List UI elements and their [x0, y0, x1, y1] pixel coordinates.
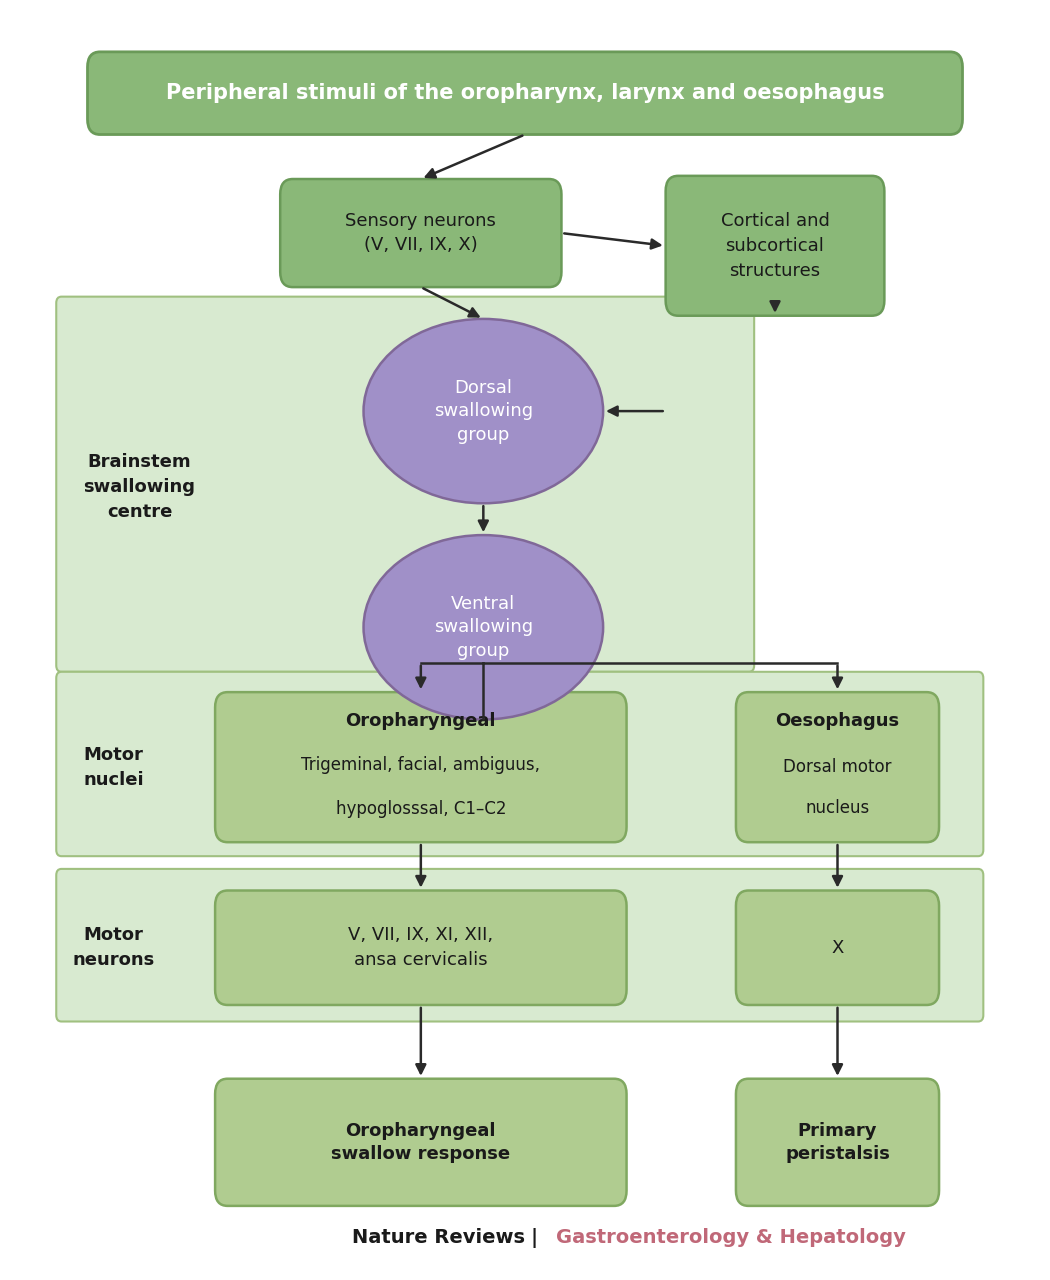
FancyBboxPatch shape	[215, 891, 627, 1005]
Text: Motor
nuclei: Motor nuclei	[83, 746, 144, 788]
Text: Dorsal
swallowing
group: Dorsal swallowing group	[434, 379, 533, 444]
Text: Oropharyngeal
swallow response: Oropharyngeal swallow response	[331, 1121, 510, 1164]
FancyBboxPatch shape	[57, 672, 984, 856]
FancyBboxPatch shape	[215, 1079, 627, 1206]
Text: Cortical and
subcortical
structures: Cortical and subcortical structures	[720, 211, 830, 280]
FancyBboxPatch shape	[736, 692, 939, 842]
FancyBboxPatch shape	[215, 692, 627, 842]
Text: Sensory neurons
(V, VII, IX, X): Sensory neurons (V, VII, IX, X)	[345, 212, 497, 253]
FancyBboxPatch shape	[87, 52, 963, 134]
Text: V, VII, IX, XI, XII,
ansa cervicalis: V, VII, IX, XI, XII, ansa cervicalis	[349, 927, 494, 969]
Text: X: X	[832, 938, 844, 956]
FancyBboxPatch shape	[736, 1079, 939, 1206]
FancyBboxPatch shape	[57, 869, 984, 1021]
Text: |: |	[530, 1228, 538, 1248]
Ellipse shape	[363, 319, 603, 503]
Text: Motor
neurons: Motor neurons	[72, 927, 154, 969]
Text: Oesophagus: Oesophagus	[776, 713, 900, 731]
Text: nucleus: nucleus	[805, 799, 869, 817]
Ellipse shape	[363, 535, 603, 719]
Text: Primary
peristalsis: Primary peristalsis	[785, 1121, 890, 1164]
Text: Ventral
swallowing
group: Ventral swallowing group	[434, 595, 533, 660]
Text: Brainstem
swallowing
centre: Brainstem swallowing centre	[84, 453, 195, 521]
FancyBboxPatch shape	[280, 179, 562, 287]
Text: Oropharyngeal: Oropharyngeal	[345, 713, 496, 731]
Text: Peripheral stimuli of the oropharynx, larynx and oesophagus: Peripheral stimuli of the oropharynx, la…	[166, 83, 884, 104]
Text: Dorsal motor: Dorsal motor	[783, 758, 891, 776]
FancyBboxPatch shape	[57, 297, 754, 672]
FancyBboxPatch shape	[666, 175, 884, 316]
FancyBboxPatch shape	[736, 891, 939, 1005]
Text: Gastroenterology & Hepatology: Gastroenterology & Hepatology	[556, 1229, 906, 1247]
Text: Nature Reviews: Nature Reviews	[352, 1229, 525, 1247]
Text: Trigeminal, facial, ambiguus,: Trigeminal, facial, ambiguus,	[301, 755, 541, 773]
Text: hypoglosssal, C1–C2: hypoglosssal, C1–C2	[336, 800, 506, 818]
